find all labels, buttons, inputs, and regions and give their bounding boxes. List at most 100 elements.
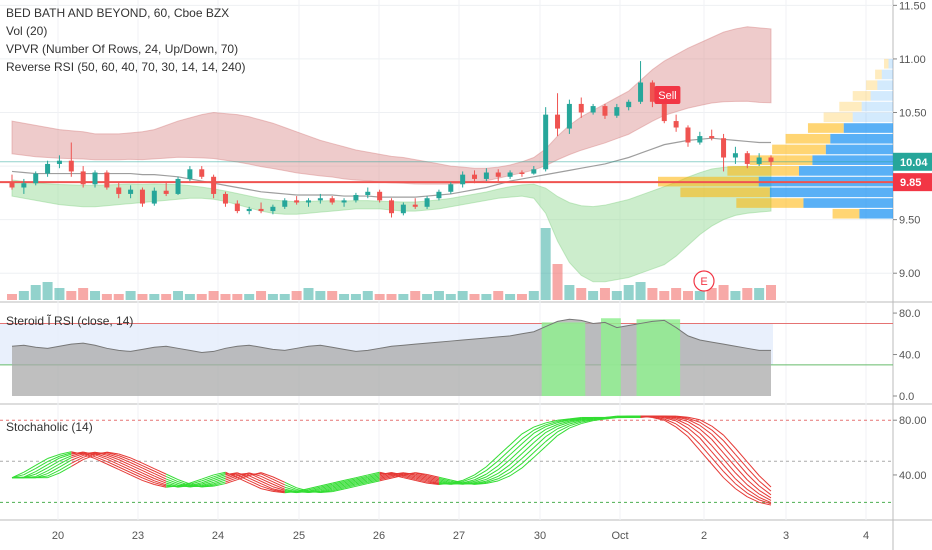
- stoch-segment: [118, 459, 131, 466]
- stoch-segment: [332, 483, 345, 488]
- stoch-segment: [758, 496, 772, 504]
- stoch-segment: [154, 480, 167, 486]
- volume-bar: [671, 288, 682, 300]
- stoch-segment: [47, 453, 60, 459]
- candle-body: [460, 174, 466, 185]
- volume-bar: [208, 291, 219, 300]
- stoch-segment: [142, 467, 155, 475]
- volume-bar: [635, 282, 646, 300]
- stoch-segment: [735, 466, 748, 481]
- stoch-segment: [47, 455, 60, 463]
- stoch-segment: [450, 481, 463, 485]
- volume-bar: [588, 291, 599, 300]
- stoch-segment: [746, 473, 760, 487]
- stoch-segment: [521, 429, 535, 440]
- stoch-segment: [82, 454, 96, 461]
- stoch-segment: [735, 472, 748, 486]
- stoch-segment: [675, 426, 689, 438]
- volume-bar: [742, 288, 753, 300]
- stoch-segment: [367, 477, 380, 482]
- stoch-segment: [154, 482, 167, 487]
- candle-body: [329, 198, 335, 203]
- stoch-segment: [379, 477, 392, 482]
- stoch-segment: [711, 445, 724, 460]
- candle-body: [45, 163, 51, 174]
- stoch-segment: [759, 501, 772, 506]
- stoch-segment: [569, 416, 582, 420]
- stoch-segment: [450, 479, 463, 484]
- stoch-segment: [664, 417, 677, 422]
- vpvr-up-bar: [769, 187, 893, 198]
- stoch-segment: [118, 455, 131, 461]
- stoch-segment: [201, 480, 214, 485]
- stoch-segment: [260, 485, 274, 491]
- volume-bar: [303, 288, 314, 300]
- vpvr-down-bar: [785, 133, 831, 144]
- stoch-segment: [557, 425, 570, 433]
- stoch-segment: [332, 484, 345, 489]
- stoch-segment: [474, 478, 487, 484]
- stoch-segment: [497, 468, 511, 477]
- stoch-segment: [355, 478, 368, 482]
- rsi-highlight: [541, 322, 586, 396]
- vpvr-up-bar: [799, 166, 893, 176]
- stoch-segment: [687, 436, 701, 451]
- volume-bar: [410, 291, 421, 300]
- stoch-segment: [735, 483, 748, 494]
- stoch-segment: [509, 458, 523, 470]
- candle-body: [68, 160, 74, 172]
- stoch-segment: [593, 417, 606, 420]
- stoch-segment: [675, 417, 689, 423]
- stoch-segment: [462, 474, 475, 481]
- candle-body: [199, 169, 205, 177]
- stoch-segment: [676, 415, 689, 418]
- stoch-segment: [118, 453, 131, 459]
- stoch-segment: [498, 475, 511, 482]
- stoch-segment: [426, 475, 440, 479]
- stoch-segment: [474, 470, 487, 478]
- stoch-segment: [142, 479, 155, 485]
- volume-bar: [279, 294, 290, 300]
- candle-body: [246, 208, 252, 212]
- stoch-segment: [320, 488, 333, 493]
- stoch-segment: [355, 479, 368, 484]
- candle-body: [756, 157, 762, 164]
- stoch-segment: [130, 469, 143, 476]
- volume-bar: [469, 294, 480, 300]
- stoch-segment: [320, 487, 333, 492]
- stoch-segment: [557, 418, 570, 421]
- volume-bar: [350, 294, 361, 300]
- stoch-segment: [723, 434, 736, 449]
- stoch-segment: [272, 490, 285, 494]
- volume-bar: [42, 282, 53, 300]
- candle-body: [353, 195, 359, 201]
- stoch-segment: [415, 479, 428, 484]
- stoch-segment: [486, 475, 499, 482]
- stoch-segment: [320, 485, 333, 489]
- rsi-tick-label: 0.0: [899, 391, 914, 403]
- candle-body: [163, 190, 169, 194]
- stoch-segment: [426, 474, 440, 478]
- time-tick-label: 24: [212, 530, 224, 542]
- stoch-segment: [35, 458, 48, 466]
- stoch-segment: [521, 426, 535, 435]
- stoch-segment: [260, 475, 274, 483]
- volume-bar: [445, 294, 456, 300]
- volume-bar: [78, 288, 89, 300]
- time-tick-label: 30: [534, 530, 546, 542]
- stoch-segment: [746, 479, 760, 491]
- candle-body: [282, 200, 288, 207]
- stoch-segment: [59, 455, 72, 462]
- stoch-segment: [154, 473, 167, 480]
- stoch-segment: [367, 474, 380, 478]
- stoch-segment: [687, 416, 700, 421]
- volume-bar: [291, 291, 302, 300]
- stoch-segment: [521, 447, 535, 459]
- stoch-segment: [166, 480, 179, 486]
- stoch-segment: [438, 480, 451, 484]
- stoch-segment: [723, 440, 736, 455]
- vpvr-down-bar: [852, 91, 871, 101]
- stoch-segment: [699, 419, 712, 427]
- stoch-segment: [260, 480, 274, 488]
- stoch-segment: [581, 418, 594, 421]
